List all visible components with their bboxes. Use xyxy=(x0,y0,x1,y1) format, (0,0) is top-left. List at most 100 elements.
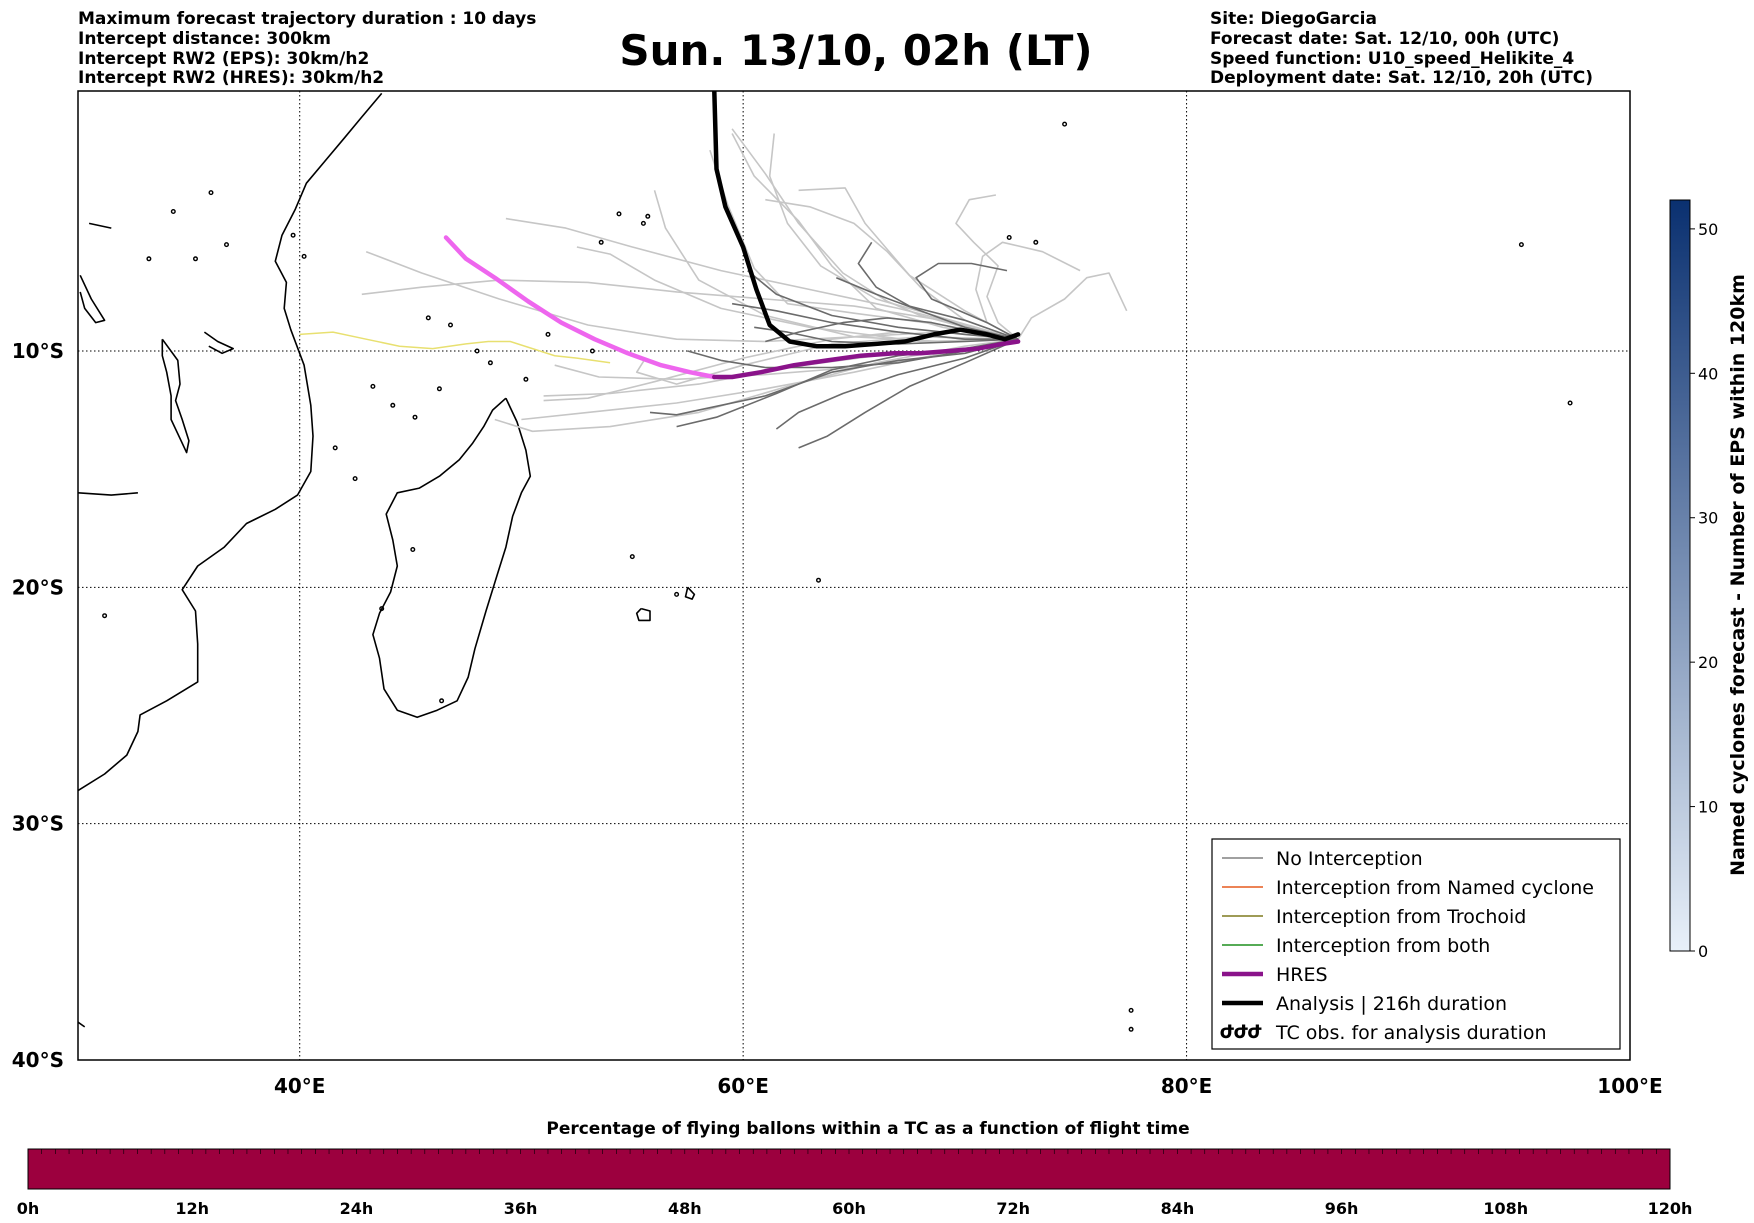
ensemble-track xyxy=(731,133,1019,340)
ensemble-track xyxy=(775,338,1019,430)
island xyxy=(436,386,442,392)
right-colorbar-bar xyxy=(1669,199,1691,952)
coastline xyxy=(78,1021,86,1028)
coastlines xyxy=(78,92,1573,1032)
legend: No Interception Interception from Named c… xyxy=(1211,838,1621,1050)
island xyxy=(290,232,296,238)
ensemble-track xyxy=(915,262,1019,340)
coastline xyxy=(78,92,383,792)
bottom-colorbar-title: Percentage of flying ballons within a TC… xyxy=(546,1119,1189,1139)
header-left-line-1: Maximum forecast trajectory duration : 1… xyxy=(78,9,536,29)
bottom-colorbar: Percentage of flying ballons within a TC… xyxy=(17,1119,1693,1218)
island xyxy=(208,190,214,196)
ensemble-track xyxy=(857,241,1019,340)
bottom-colorbar-tick-label: 96h xyxy=(1325,1199,1359,1218)
island xyxy=(332,445,338,451)
island xyxy=(645,213,651,219)
latitude-tick-labels: 10°S 20°S 30°S 40°S xyxy=(12,339,64,1072)
island xyxy=(192,256,198,262)
bottom-colorbar-bar xyxy=(27,1148,1671,1190)
coastline xyxy=(79,274,106,324)
legend-box xyxy=(1211,838,1621,1050)
right-colorbar-tick-label: 0 xyxy=(1698,942,1708,961)
bottom-colorbar-tick-label: 48h xyxy=(668,1199,702,1218)
coastline xyxy=(635,607,651,622)
legend-label: HRES xyxy=(1276,964,1328,986)
legend-label: Interception from both xyxy=(1276,935,1490,957)
island xyxy=(523,376,529,382)
ensemble-track xyxy=(835,276,1019,340)
hres-track-early xyxy=(443,235,717,380)
coastline xyxy=(203,331,234,355)
legend-symbol: ԺԺԺ xyxy=(1220,1021,1262,1043)
bottom-colorbar-tick-label: 120h xyxy=(1648,1199,1693,1218)
ensemble-track xyxy=(361,279,1019,340)
island xyxy=(598,239,604,245)
ensemble-track xyxy=(768,133,1019,340)
lat-tick-label: 10°S xyxy=(12,339,64,363)
trochoid-track-line xyxy=(299,331,611,364)
trochoid-track xyxy=(299,331,611,364)
right-colorbar-label: Named cyclones forecast - Number of EPS … xyxy=(1727,274,1749,876)
island xyxy=(589,348,595,354)
bottom-colorbar-tick-label: 12h xyxy=(175,1199,209,1218)
ensemble-track xyxy=(731,302,1019,340)
bottom-colorbar-tick-label: 24h xyxy=(340,1199,374,1218)
island xyxy=(223,242,229,248)
map-frame xyxy=(77,90,1631,1061)
ensemble-track xyxy=(649,338,1019,416)
island xyxy=(616,211,622,217)
island xyxy=(674,591,680,597)
island xyxy=(412,414,418,420)
right-colorbar-tick-label: 30 xyxy=(1698,509,1718,528)
lon-tick-label: 40°E xyxy=(274,1074,326,1098)
island xyxy=(448,322,454,328)
hres-track xyxy=(443,235,1021,380)
lat-tick-label: 20°S xyxy=(12,575,64,599)
right-colorbar-ticks: 0 10 20 30 40 50 xyxy=(1690,220,1718,961)
island xyxy=(640,220,646,226)
ensemble-track xyxy=(798,338,1019,449)
longitude-tick-labels: 40°E 60°E 80°E 100°E xyxy=(274,1074,1663,1098)
island xyxy=(170,208,176,214)
lon-tick-label: 80°E xyxy=(1161,1074,1213,1098)
right-colorbar-tick-label: 40 xyxy=(1698,364,1718,383)
island xyxy=(439,698,445,704)
bottom-colorbar-ticks: 0h 12h 24h 36h 48h 60h 72h 84h 96h 108h 120h xyxy=(17,1149,1693,1218)
island xyxy=(390,402,396,408)
island xyxy=(425,315,431,321)
ensemble-track xyxy=(747,269,1019,340)
island xyxy=(1128,1007,1134,1013)
lat-tick-label: 30°S xyxy=(12,812,64,836)
header-right-line-2: Forecast date: Sat. 12/10, 00h (UTC) xyxy=(1210,29,1559,49)
ensemble-tracks-light xyxy=(361,128,1128,433)
island xyxy=(146,256,152,262)
right-colorbar-tick-label: 50 xyxy=(1698,220,1718,239)
header-right-line-3: Speed function: U10_speed_Helikite_4 xyxy=(1210,49,1574,69)
island xyxy=(474,348,480,354)
island xyxy=(1062,121,1068,127)
island xyxy=(370,383,376,389)
island xyxy=(1006,234,1012,240)
lon-tick-label: 100°E xyxy=(1597,1074,1662,1098)
header-left-line-2: Intercept distance: 300km xyxy=(78,29,331,49)
bottom-colorbar-tick-label: 60h xyxy=(832,1199,866,1218)
ensemble-track xyxy=(576,246,1019,343)
analysis-track xyxy=(712,91,1021,349)
header-right-line-1: Site: DiegoGarcia xyxy=(1210,9,1377,29)
coastline xyxy=(88,222,112,229)
lon-tick-label: 60°E xyxy=(717,1074,769,1098)
bottom-colorbar-tick-label: 36h xyxy=(504,1199,538,1218)
island xyxy=(1128,1026,1134,1032)
right-colorbar-tick-label: 20 xyxy=(1698,653,1718,672)
legend-label: No Interception xyxy=(1276,848,1423,870)
legend-label: Analysis | 216h duration xyxy=(1276,993,1507,1015)
coastline xyxy=(372,397,532,719)
bottom-colorbar-tick-label: 0h xyxy=(17,1199,40,1218)
map-panel: 40°E 60°E 80°E 100°E 10°S 20°S 30°S 40°S xyxy=(12,90,1663,1098)
right-colorbar-tick-label: 10 xyxy=(1698,798,1718,817)
legend-label: Interception from Named cyclone xyxy=(1276,877,1594,899)
ensemble-track xyxy=(798,187,1019,340)
island xyxy=(410,547,416,553)
right-colorbar: 0 10 20 30 40 50 Named cyclones forecast - Nu… xyxy=(1669,199,1749,961)
